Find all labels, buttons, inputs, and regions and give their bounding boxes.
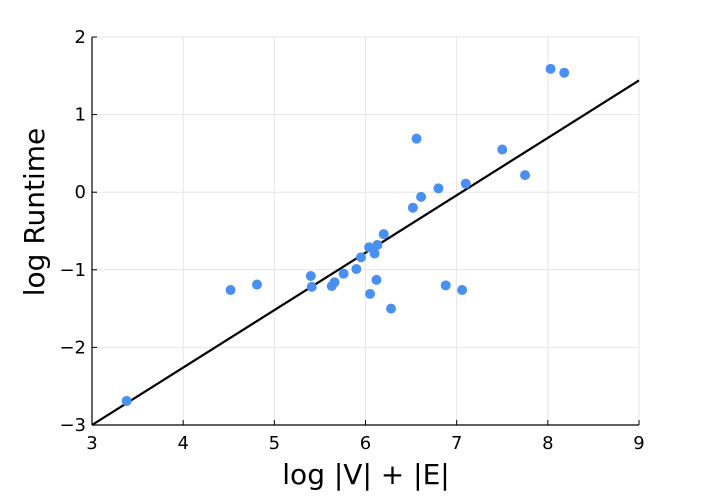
fit-line-group bbox=[91, 79, 640, 426]
x-axis-title: log |V| + |E| bbox=[282, 458, 449, 491]
fit-line bbox=[91, 79, 640, 426]
data-point-19 bbox=[416, 191, 427, 202]
x-tick-label-5: 8 bbox=[542, 433, 553, 454]
tick-labels: 3 4 5 6 7 8 9 −3 −2 −1 0 1 2 bbox=[59, 27, 644, 454]
data-point-27 bbox=[559, 67, 570, 78]
data-point-24 bbox=[497, 144, 508, 155]
data-point-1 bbox=[225, 284, 236, 295]
data-point-11 bbox=[365, 288, 376, 299]
data-point-16 bbox=[386, 303, 397, 314]
data-point-8 bbox=[351, 264, 362, 275]
data-point-26 bbox=[545, 63, 556, 74]
data-point-12 bbox=[369, 248, 380, 259]
data-point-17 bbox=[407, 202, 418, 213]
x-tick-label-2: 5 bbox=[269, 433, 280, 454]
y-tick-label-5: 2 bbox=[75, 27, 86, 48]
data-point-4 bbox=[306, 281, 317, 292]
x-tick-label-3: 6 bbox=[360, 433, 371, 454]
axes bbox=[91, 36, 640, 426]
y-tick-label-2: −1 bbox=[59, 260, 86, 281]
y-tick-label-0: −3 bbox=[59, 415, 86, 436]
y-tick-label-4: 1 bbox=[75, 105, 86, 126]
x-tick-label-6: 9 bbox=[633, 433, 644, 454]
data-point-3 bbox=[305, 271, 316, 282]
x-tick-label-4: 7 bbox=[451, 433, 462, 454]
data-point-2 bbox=[252, 279, 263, 290]
data-points bbox=[121, 63, 570, 406]
data-point-22 bbox=[457, 284, 468, 295]
x-tick-label-0: 3 bbox=[86, 433, 97, 454]
data-point-0 bbox=[121, 395, 132, 406]
data-point-21 bbox=[440, 280, 451, 291]
data-point-18 bbox=[411, 133, 422, 144]
data-point-9 bbox=[355, 252, 366, 263]
x-tick-label-1: 4 bbox=[177, 433, 188, 454]
data-point-25 bbox=[520, 170, 531, 181]
y-axis-title: log Runtime bbox=[18, 128, 51, 297]
data-point-15 bbox=[378, 229, 389, 240]
data-point-14 bbox=[371, 274, 382, 285]
grid-lines bbox=[91, 36, 640, 426]
data-point-13 bbox=[372, 239, 383, 250]
y-tick-label-3: 0 bbox=[75, 182, 86, 203]
data-point-6 bbox=[329, 277, 340, 288]
data-point-23 bbox=[460, 178, 471, 189]
data-point-7 bbox=[338, 268, 349, 279]
data-point-20 bbox=[433, 183, 444, 194]
y-tick-label-1: −2 bbox=[59, 337, 86, 358]
